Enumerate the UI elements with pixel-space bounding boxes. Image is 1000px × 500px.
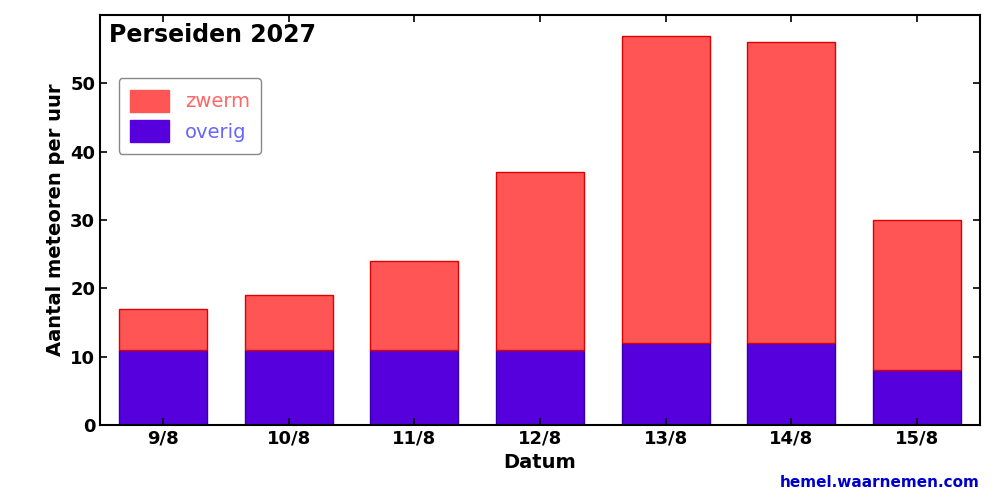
Bar <box>873 370 961 425</box>
Bar <box>370 350 458 425</box>
Legend: zwerm, overig: zwerm, overig <box>119 78 261 154</box>
Bar <box>747 42 835 343</box>
Bar <box>245 295 333 350</box>
Bar <box>370 261 458 350</box>
Text: Perseiden 2027: Perseiden 2027 <box>109 23 316 47</box>
Bar <box>622 36 710 343</box>
Bar <box>496 350 584 425</box>
Bar <box>747 343 835 425</box>
X-axis label: Datum: Datum <box>504 454 576 472</box>
Bar <box>245 350 333 425</box>
Bar <box>119 309 207 350</box>
Bar <box>622 343 710 425</box>
Bar <box>119 350 207 425</box>
Bar <box>496 172 584 350</box>
Y-axis label: Aantal meteoren per uur: Aantal meteoren per uur <box>46 84 65 356</box>
Bar <box>873 220 961 370</box>
Text: hemel.waarnemen.com: hemel.waarnemen.com <box>780 475 980 490</box>
